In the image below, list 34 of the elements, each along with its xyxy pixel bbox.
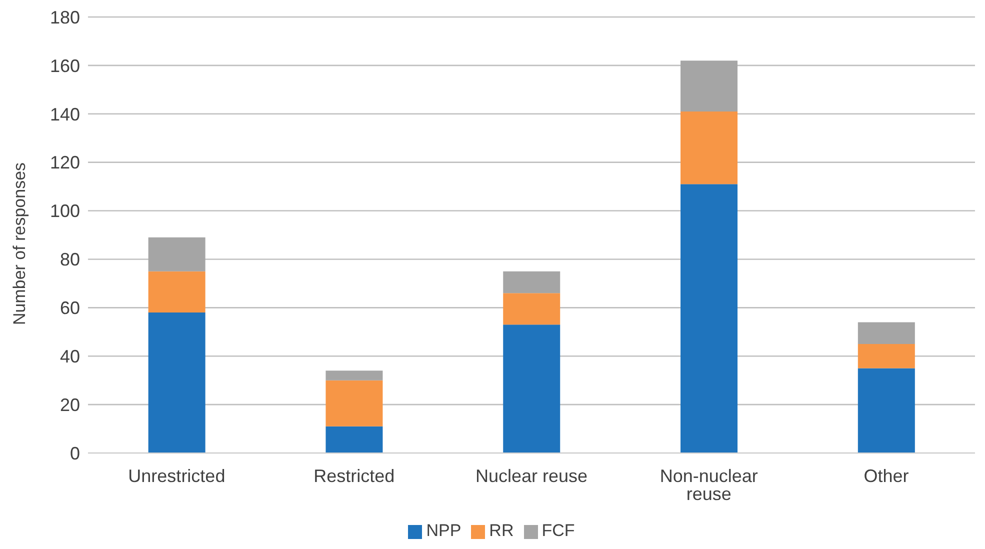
bar (680, 60, 738, 112)
bar (680, 111, 738, 184)
y-tick-label: 120 (50, 152, 80, 173)
legend-label: NPP (426, 521, 462, 540)
y-tick-label: 100 (50, 201, 80, 222)
bar (858, 344, 915, 368)
x-tick-label: Unrestricted (128, 466, 226, 486)
y-axis-title: Number of responses (10, 162, 30, 325)
x-tick-label: Nuclear reuse (475, 466, 588, 486)
y-tick-label: 40 (60, 346, 80, 366)
y-tick-label: 160 (50, 56, 80, 76)
bar (858, 322, 915, 344)
bar (858, 368, 915, 453)
bar (503, 271, 560, 294)
bar (503, 324, 560, 453)
bar (326, 426, 383, 453)
y-tick-label: 60 (60, 298, 80, 318)
x-tick-label: Restricted (314, 466, 395, 486)
x-tick-label: Non-nuclear reuse (660, 466, 758, 504)
bar (326, 370, 383, 380)
y-tick-label: 0 (70, 443, 80, 464)
y-tick-label: 20 (60, 394, 80, 415)
y-tick-label: 80 (60, 250, 80, 270)
y-tick-label: 180 (50, 7, 80, 28)
bar (148, 237, 206, 272)
bar (148, 312, 206, 453)
bar (680, 184, 738, 453)
legend-label: FCF (542, 521, 575, 540)
bar (503, 293, 560, 325)
bar (148, 271, 206, 313)
y-tick-label: 140 (50, 104, 80, 124)
bar (326, 380, 383, 426)
legend-label: RR (489, 521, 514, 540)
x-tick-label: Other (864, 466, 909, 486)
